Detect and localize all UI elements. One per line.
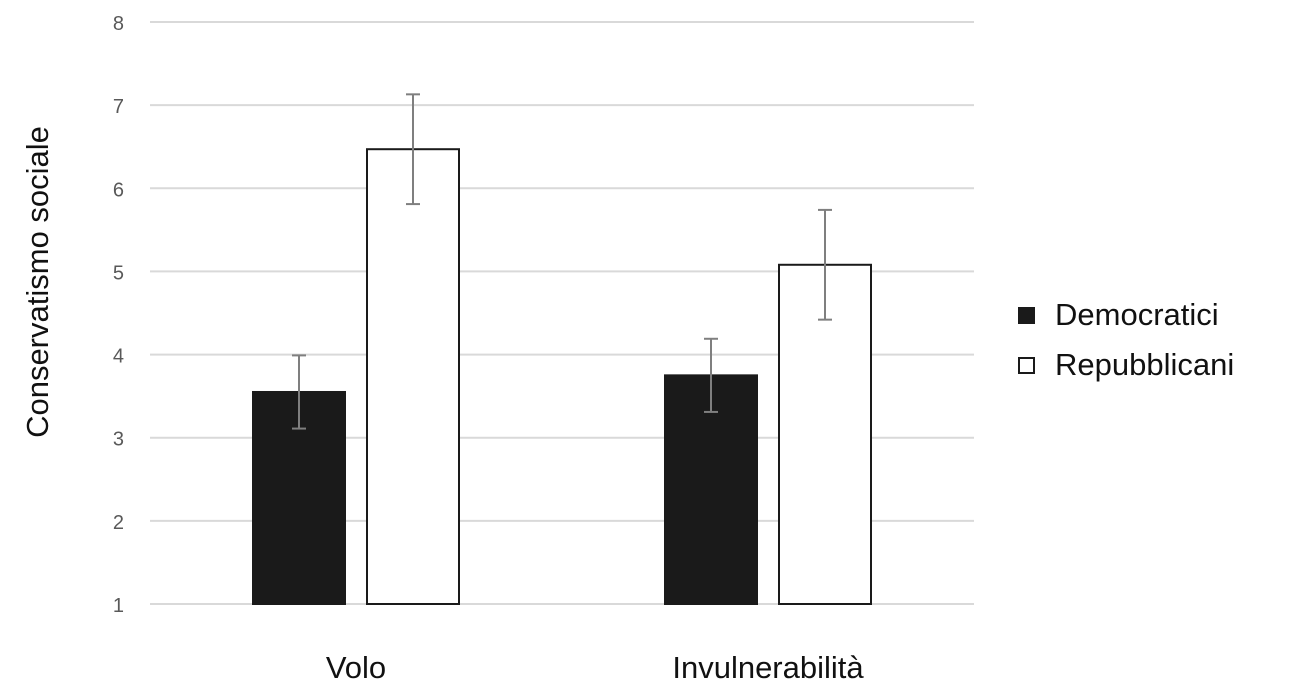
y-tick-label: 5 — [113, 262, 124, 284]
legend-swatch-repubblicani — [1018, 356, 1035, 374]
legend-item-repubblicani: Repubblicani — [1018, 340, 1234, 390]
legend-label-democratici: Democratici — [1055, 297, 1219, 332]
x-category-label: Volo — [326, 650, 386, 684]
y-tick-label: 7 — [113, 96, 124, 118]
y-tick-label: 1 — [113, 595, 124, 617]
y-tick-label: 8 — [113, 13, 124, 35]
y-tick-label: 4 — [113, 346, 124, 368]
legend: Democratici Repubblicani — [1018, 290, 1234, 390]
y-tick-label: 3 — [113, 429, 124, 451]
x-category-label: Invulnerabilità — [672, 650, 864, 684]
legend-swatch-democratici — [1018, 306, 1035, 324]
legend-label-repubblicani: Repubblicani — [1055, 347, 1235, 382]
y-axis-label: Conservatismo sociale — [20, 126, 55, 438]
bar-repubblicani-0 — [366, 148, 460, 606]
y-tick-label: 6 — [113, 179, 124, 201]
legend-item-democratici: Democratici — [1018, 290, 1234, 340]
y-tick-label: 2 — [113, 512, 124, 534]
